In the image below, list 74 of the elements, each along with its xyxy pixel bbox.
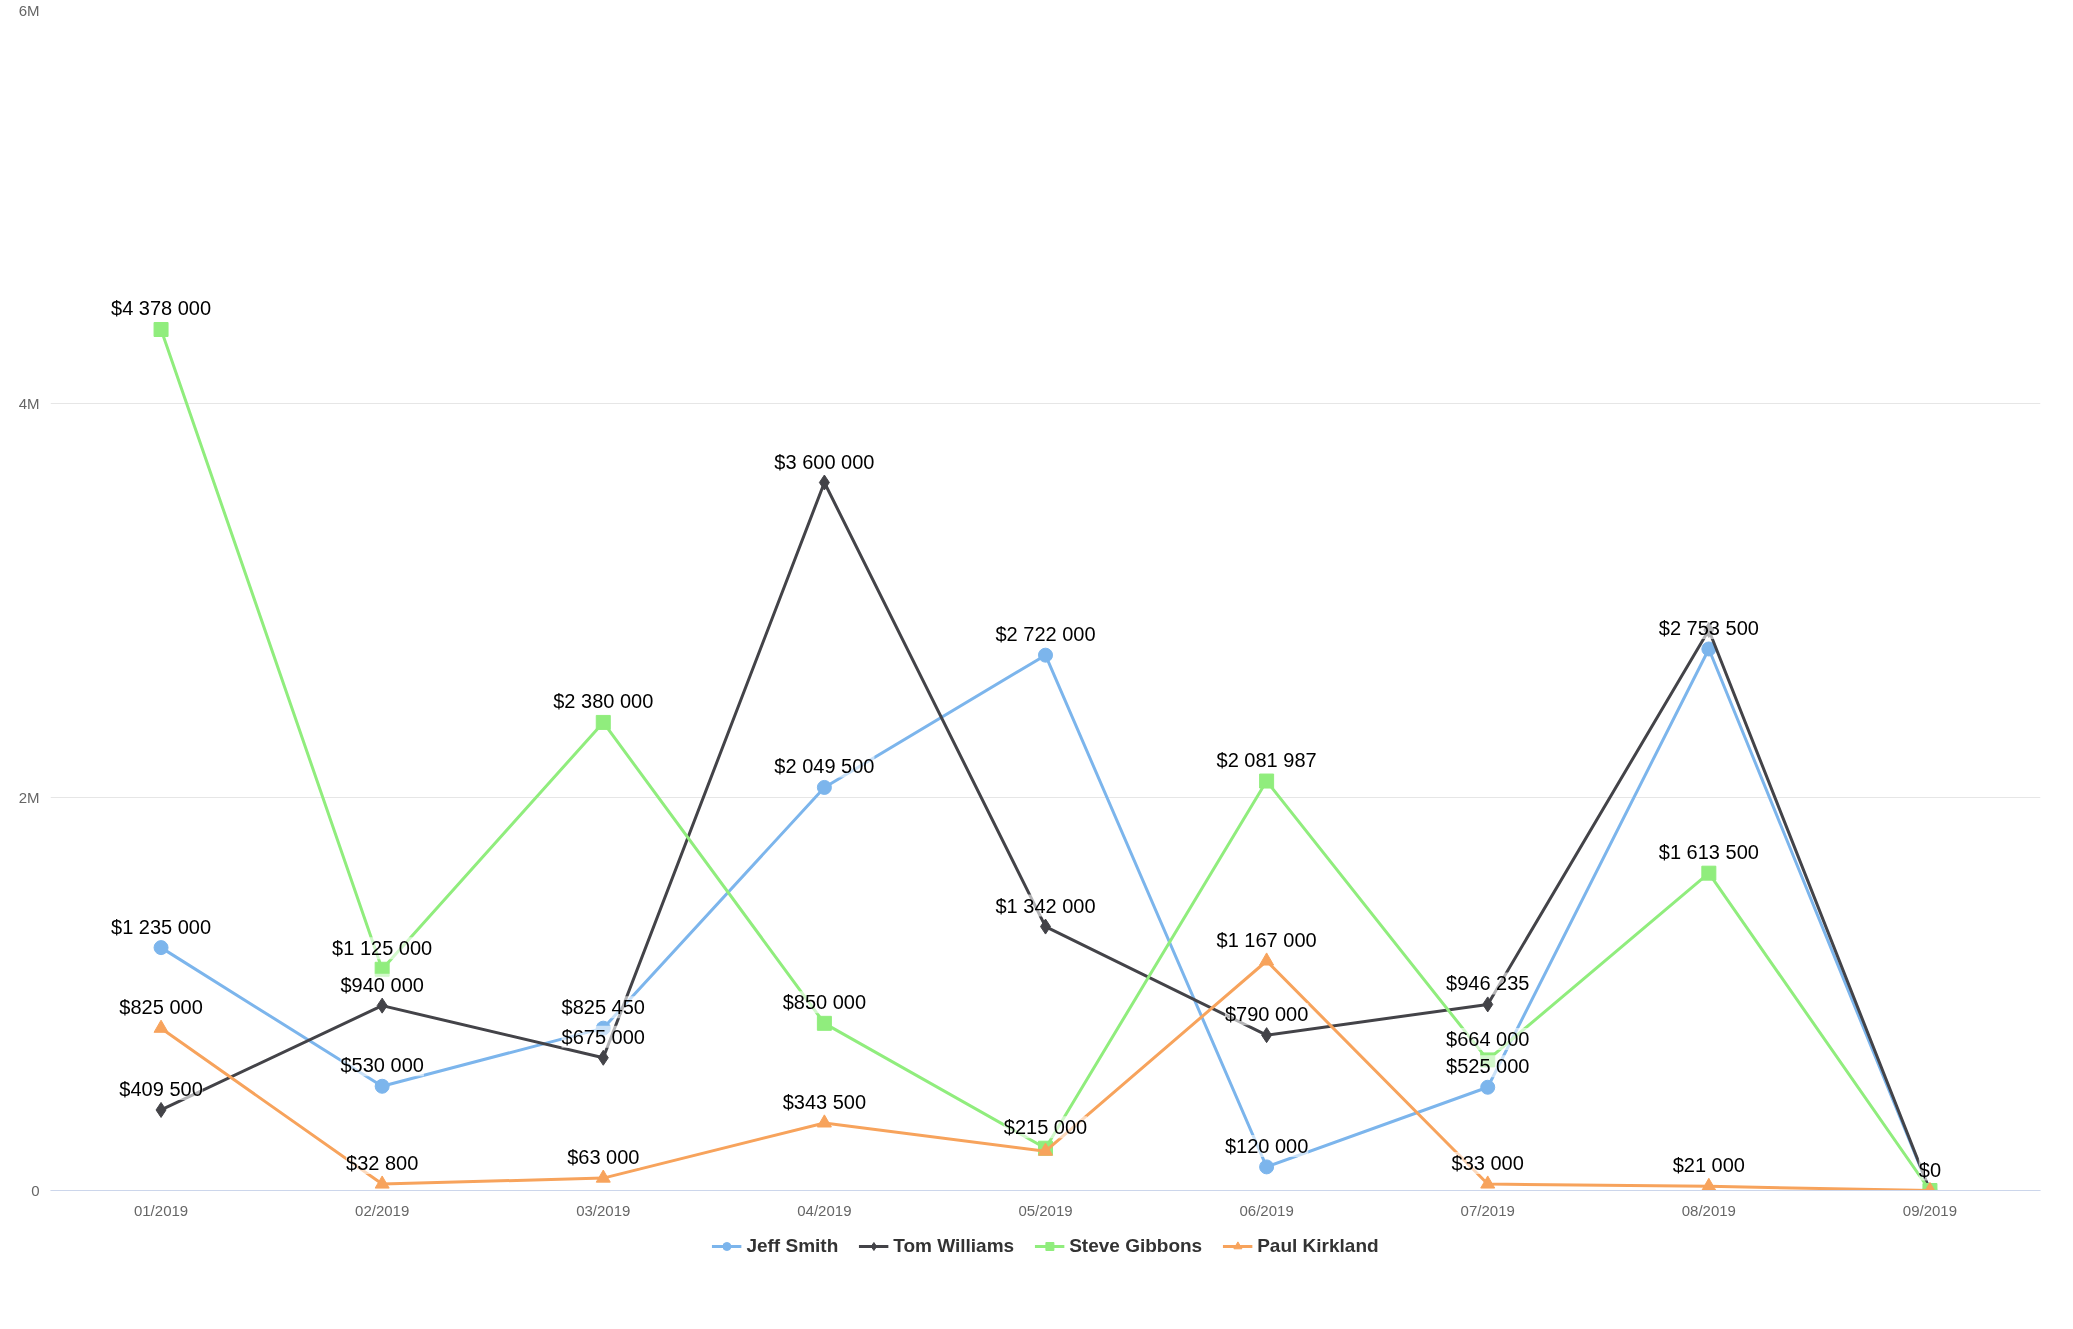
- legend-label: Paul Kirkland: [1257, 1235, 1379, 1257]
- data-label: $32 800: [346, 1152, 419, 1175]
- data-label: $343 500: [782, 1090, 867, 1113]
- y-tick-label: 6M: [18, 2, 40, 19]
- data-label: $120 000: [1224, 1134, 1309, 1157]
- point: [818, 474, 830, 491]
- point: [816, 1015, 832, 1031]
- data-label: $0: [1918, 1158, 1942, 1181]
- point: [595, 714, 611, 730]
- data-label: $850 000: [782, 991, 867, 1014]
- point: [1701, 641, 1717, 657]
- data-label: $215 000: [1003, 1116, 1088, 1139]
- point: [1701, 865, 1717, 881]
- data-label: $1 342 000: [995, 894, 1096, 917]
- y-tick-label: 4M: [18, 395, 40, 413]
- point: [1259, 952, 1275, 966]
- x-tick-label: 05/2019: [1018, 1201, 1073, 1219]
- data-label: $2 380 000: [553, 690, 654, 713]
- x-tick-label: 09/2019: [1902, 1201, 1958, 1219]
- data-label: $530 000: [340, 1054, 424, 1077]
- point: [1701, 1177, 1717, 1191]
- legend-label: Jeff Smith: [746, 1235, 839, 1257]
- point: [155, 1101, 167, 1118]
- point: [1259, 1159, 1275, 1175]
- x-tick-label: 08/2019: [1681, 1201, 1736, 1219]
- data-label: $63 000: [567, 1146, 640, 1169]
- data-label: $946 235: [1446, 972, 1530, 995]
- data-label: $940 000: [340, 973, 424, 996]
- point: [1480, 1175, 1496, 1189]
- point: [1482, 996, 1494, 1013]
- point: [1259, 773, 1275, 789]
- data-label: $675 000: [561, 1025, 645, 1048]
- data-label: $21 000: [1672, 1154, 1745, 1177]
- legend-label: Steve Gibbons: [1069, 1235, 1203, 1257]
- data-label: $4 378 000: [111, 297, 212, 320]
- point: [374, 1175, 390, 1189]
- point: [597, 1049, 609, 1066]
- point: [374, 1078, 390, 1094]
- data-label: $409 500: [119, 1077, 203, 1100]
- y-tick-label: 2M: [18, 788, 40, 806]
- x-tick-label: 07/2019: [1460, 1201, 1515, 1219]
- point: [374, 961, 390, 977]
- point: [153, 321, 169, 337]
- data-label: $1 235 000: [111, 915, 212, 938]
- x-tick-label: 04/2019: [797, 1201, 852, 1219]
- point: [1261, 1027, 1273, 1044]
- data-label: $525 000: [1446, 1055, 1530, 1078]
- data-label: $2 753 500: [1658, 616, 1759, 639]
- data-label: $2 049 500: [774, 755, 875, 778]
- data-label: $790 000: [1224, 1003, 1309, 1026]
- x-tick-label: 02/2019: [355, 1201, 410, 1219]
- point: [1038, 647, 1053, 663]
- legend-label: Tom Williams: [893, 1235, 1015, 1257]
- data-label: $2 722 000: [995, 623, 1096, 646]
- point: [376, 997, 388, 1014]
- x-tick-label: 01/2019: [133, 1201, 189, 1219]
- data-label: $664 000: [1446, 1027, 1530, 1050]
- data-label: $33 000: [1451, 1152, 1524, 1175]
- point: [816, 1114, 832, 1128]
- data-label: $3 600 000: [774, 450, 875, 473]
- point: [1480, 1079, 1496, 1095]
- x-tick-label: 06/2019: [1239, 1201, 1294, 1219]
- data-label: $1 613 500: [1658, 841, 1759, 864]
- x-tick-label: 03/2019: [576, 1201, 631, 1219]
- data-label: $1 125 000: [332, 937, 433, 960]
- point: [595, 1169, 611, 1183]
- data-label: $825 000: [119, 996, 203, 1019]
- point: [816, 779, 832, 795]
- data-label: $825 450: [561, 996, 645, 1019]
- y-tick-label: 0: [31, 1182, 40, 1199]
- data-label: $2 081 987: [1216, 749, 1317, 772]
- point: [153, 1019, 169, 1033]
- data-label: $1 167 000: [1216, 928, 1317, 951]
- point: [153, 940, 169, 956]
